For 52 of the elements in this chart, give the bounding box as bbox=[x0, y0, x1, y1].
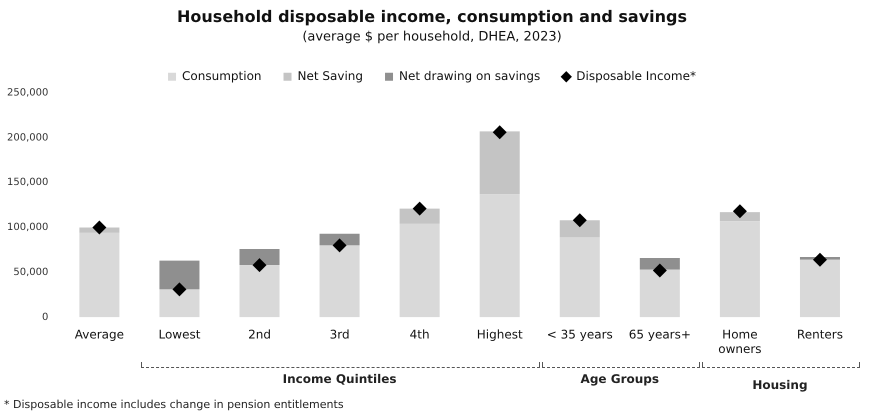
text: Age Groups bbox=[580, 372, 660, 386]
y-tick-label: 250,000 bbox=[6, 87, 48, 98]
x-tick-label: Average bbox=[74, 328, 124, 342]
x-tick-label: Lowest bbox=[158, 328, 201, 342]
point bbox=[732, 204, 747, 218]
bar bbox=[79, 232, 120, 318]
point bbox=[812, 252, 827, 267]
x-tick-label: 2nd bbox=[248, 328, 271, 342]
bar bbox=[400, 224, 440, 318]
bar bbox=[240, 248, 280, 266]
bar bbox=[480, 194, 520, 318]
x-tick-label: 4th bbox=[410, 328, 430, 342]
chart-subtitle: (average $ per household, DHEA, 2023) bbox=[302, 29, 562, 44]
text: Housing bbox=[752, 378, 808, 392]
x-tick-label: < 35 years bbox=[546, 328, 613, 342]
point bbox=[652, 264, 667, 278]
bar bbox=[159, 260, 200, 290]
x-tick-label: Renters bbox=[796, 328, 843, 342]
bar bbox=[480, 131, 520, 194]
bar bbox=[640, 270, 680, 318]
y-tick-label: 200,000 bbox=[6, 132, 48, 144]
chart-title: Household disposable income, consumption and savings bbox=[177, 6, 687, 26]
point bbox=[492, 125, 507, 140]
y-tick-label: 150,000 bbox=[6, 177, 48, 188]
bar bbox=[560, 220, 600, 238]
point bbox=[92, 220, 106, 234]
bar bbox=[320, 245, 360, 318]
point bbox=[412, 202, 427, 216]
bar bbox=[640, 258, 680, 270]
bar bbox=[159, 289, 200, 318]
y-tick-label: 100,000 bbox=[6, 222, 48, 234]
point bbox=[172, 282, 186, 296]
legend-label: Disposable Income* bbox=[576, 68, 696, 83]
bar bbox=[240, 265, 280, 318]
legend-label: Net Saving bbox=[298, 68, 364, 83]
x-tick-label: 3rd bbox=[330, 328, 350, 342]
legend-label: Net drawing on savings bbox=[399, 68, 540, 83]
x-tick-label: Highest bbox=[476, 328, 523, 342]
text: Income Quintiles bbox=[282, 372, 396, 386]
bar bbox=[720, 221, 760, 318]
x-tick-label: Home owners bbox=[718, 328, 762, 356]
point bbox=[332, 238, 347, 252]
bar bbox=[400, 208, 440, 224]
y-tick-label: 0 bbox=[42, 312, 48, 323]
y-tick-label: 50,000 bbox=[13, 266, 48, 278]
x-tick-label: 65 years+ bbox=[628, 328, 691, 342]
bar bbox=[560, 237, 600, 318]
bar bbox=[800, 260, 840, 318]
point bbox=[252, 258, 267, 272]
text: * Disposable income includes change in pension entitlements bbox=[4, 398, 344, 411]
point bbox=[572, 213, 587, 228]
legend-label: Consumption bbox=[182, 68, 262, 83]
